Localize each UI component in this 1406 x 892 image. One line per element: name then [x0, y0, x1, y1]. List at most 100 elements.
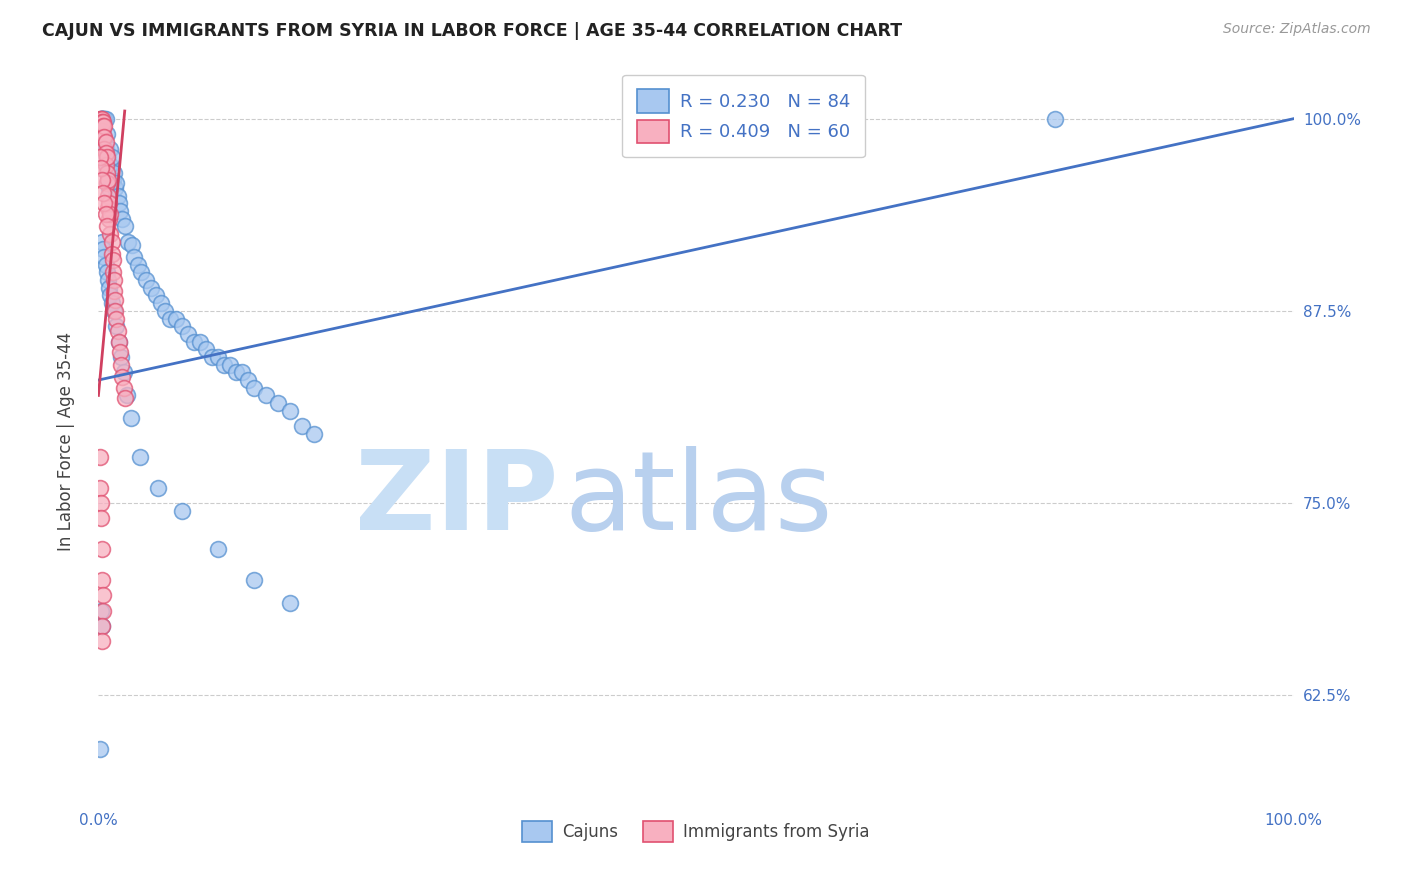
Point [93, 143, 115, 157]
Point [1043, 112, 1066, 126]
Point [243, 381, 266, 395]
Point [110, 350, 132, 364]
Point [105, 311, 128, 326]
Text: ZIP: ZIP [356, 446, 558, 553]
Point [201, 350, 224, 364]
Point [105, 176, 128, 190]
Point [90, 161, 112, 175]
Point [291, 419, 314, 434]
Point [91, 604, 114, 618]
Point [93, 196, 115, 211]
Point [91, 115, 114, 129]
Point [89, 112, 111, 126]
Point [100, 235, 122, 249]
Point [94, 145, 117, 160]
Point [104, 293, 127, 307]
Point [103, 165, 125, 179]
Point [94, 158, 117, 172]
Point [183, 334, 205, 349]
Point [94, 143, 117, 157]
Point [97, 201, 120, 215]
Point [96, 150, 118, 164]
Point [94, 135, 117, 149]
Point [101, 265, 124, 279]
Point [302, 426, 325, 441]
Point [278, 404, 301, 418]
Point [177, 326, 200, 341]
Point [98, 158, 122, 172]
Point [112, 365, 135, 379]
Point [97, 173, 120, 187]
Point [219, 358, 242, 372]
Point [155, 304, 177, 318]
Point [135, 273, 157, 287]
Point [172, 319, 194, 334]
Point [105, 319, 128, 334]
Point [93, 120, 115, 134]
Point [91, 634, 114, 648]
Point [91, 130, 114, 145]
Point [98, 288, 122, 302]
Legend: Cajuns, Immigrants from Syria: Cajuns, Immigrants from Syria [516, 814, 876, 848]
Point [243, 573, 266, 587]
Point [127, 258, 149, 272]
Point [100, 247, 122, 261]
Point [98, 207, 122, 221]
Point [172, 504, 194, 518]
Point [98, 227, 122, 241]
Point [108, 203, 131, 218]
Point [89, 450, 111, 464]
Point [91, 112, 114, 126]
Point [107, 324, 129, 338]
Point [90, 120, 112, 134]
Point [112, 381, 135, 395]
Point [114, 219, 136, 234]
Point [103, 304, 125, 318]
Point [94, 112, 117, 126]
Point [139, 281, 162, 295]
Point [91, 112, 114, 126]
Y-axis label: In Labor Force | Age 35-44: In Labor Force | Age 35-44 [56, 332, 75, 551]
Point [94, 207, 117, 221]
Point [100, 296, 122, 310]
Point [91, 112, 114, 126]
Point [91, 588, 114, 602]
Point [165, 311, 187, 326]
Point [96, 150, 118, 164]
Point [98, 211, 121, 226]
Point [117, 235, 139, 249]
Point [107, 334, 129, 349]
Point [93, 112, 115, 126]
Point [110, 358, 132, 372]
Point [148, 481, 170, 495]
Point [91, 186, 114, 200]
Point [91, 573, 114, 587]
Point [103, 273, 125, 287]
Point [104, 181, 127, 195]
Point [107, 334, 129, 349]
Point [90, 112, 112, 126]
Point [114, 392, 136, 406]
Text: CAJUN VS IMMIGRANTS FROM SYRIA IN LABOR FORCE | AGE 35-44 CORRELATION CHART: CAJUN VS IMMIGRANTS FROM SYRIA IN LABOR … [42, 22, 903, 40]
Point [207, 542, 229, 557]
Point [90, 604, 112, 618]
Point [93, 130, 115, 145]
Point [111, 211, 134, 226]
Point [90, 511, 112, 525]
Point [98, 196, 121, 211]
Point [149, 296, 172, 310]
Point [107, 188, 129, 202]
Point [93, 250, 115, 264]
Point [90, 112, 112, 126]
Point [89, 742, 111, 756]
Point [159, 311, 181, 326]
Point [91, 243, 114, 257]
Point [91, 173, 114, 187]
Text: atlas: atlas [565, 446, 832, 553]
Point [225, 365, 247, 379]
Text: Source: ZipAtlas.com: Source: ZipAtlas.com [1223, 22, 1371, 37]
Point [89, 150, 111, 164]
Point [111, 370, 134, 384]
Point [101, 173, 124, 187]
Point [98, 143, 122, 157]
